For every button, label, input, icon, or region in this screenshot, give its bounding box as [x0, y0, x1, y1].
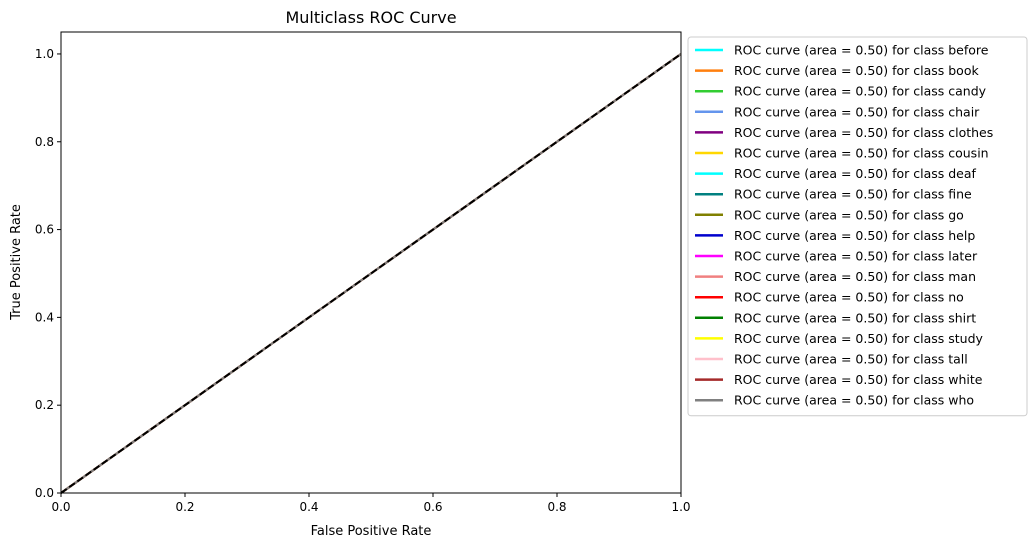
legend-entry-label: ROC curve (area = 0.50) for class tall: [734, 352, 968, 367]
chart-title: Multiclass ROC Curve: [285, 8, 456, 27]
y-tick-label: 0.8: [35, 135, 54, 149]
y-tick-label: 0.2: [35, 398, 54, 412]
y-axis-label: True Positive Rate: [9, 204, 24, 321]
legend-entry-label: ROC curve (area = 0.50) for class man: [734, 269, 976, 284]
legend-entry-label: ROC curve (area = 0.50) for class fine: [734, 187, 972, 202]
y-tick-label: 0.6: [35, 223, 54, 237]
x-axis-label: False Positive Rate: [311, 524, 432, 539]
plot-frame: [60, 31, 682, 494]
legend-entry-label: ROC curve (area = 0.50) for class chair: [734, 104, 980, 119]
legend-box: [687, 36, 1028, 417]
y-tick-label: 0.4: [35, 310, 54, 324]
legend-entry-label: ROC curve (area = 0.50) for class help: [734, 228, 975, 243]
legend-entry-label: ROC curve (area = 0.50) for class later: [734, 249, 978, 264]
legend-entry-label: ROC curve (area = 0.50) for class no: [734, 290, 964, 305]
x-tick-label: 0.4: [299, 500, 318, 514]
legend-entry-label: ROC curve (area = 0.50) for class cousin: [734, 146, 989, 161]
legend-entry-label: ROC curve (area = 0.50) for class book: [734, 63, 979, 78]
legend-entry-label: ROC curve (area = 0.50) for class who: [734, 393, 974, 408]
legend-entry-label: ROC curve (area = 0.50) for class go: [734, 207, 964, 222]
x-tick-label: 1.0: [671, 500, 690, 514]
x-tick-label: 0.6: [423, 500, 442, 514]
legend-entry-label: ROC curve (area = 0.50) for class candy: [734, 84, 987, 99]
y-tick-label: 1.0: [35, 47, 54, 61]
legend-entry-label: ROC curve (area = 0.50) for class deaf: [734, 166, 977, 181]
legend-entry-label: ROC curve (area = 0.50) for class white: [734, 372, 983, 387]
x-tick-label: 0.0: [51, 500, 70, 514]
legend-entry-label: ROC curve (area = 0.50) for class study: [734, 331, 984, 346]
y-tick-label: 0.0: [35, 486, 54, 500]
legend-entry-label: ROC curve (area = 0.50) for class shirt: [734, 310, 976, 325]
reference-diagonal-line: [60, 53, 682, 494]
x-tick-label: 0.2: [175, 500, 194, 514]
legend-entry-label: ROC curve (area = 0.50) for class clothe…: [734, 125, 993, 140]
legend-entry-label: ROC curve (area = 0.50) for class before: [734, 43, 989, 58]
x-tick-label: 0.8: [547, 500, 566, 514]
